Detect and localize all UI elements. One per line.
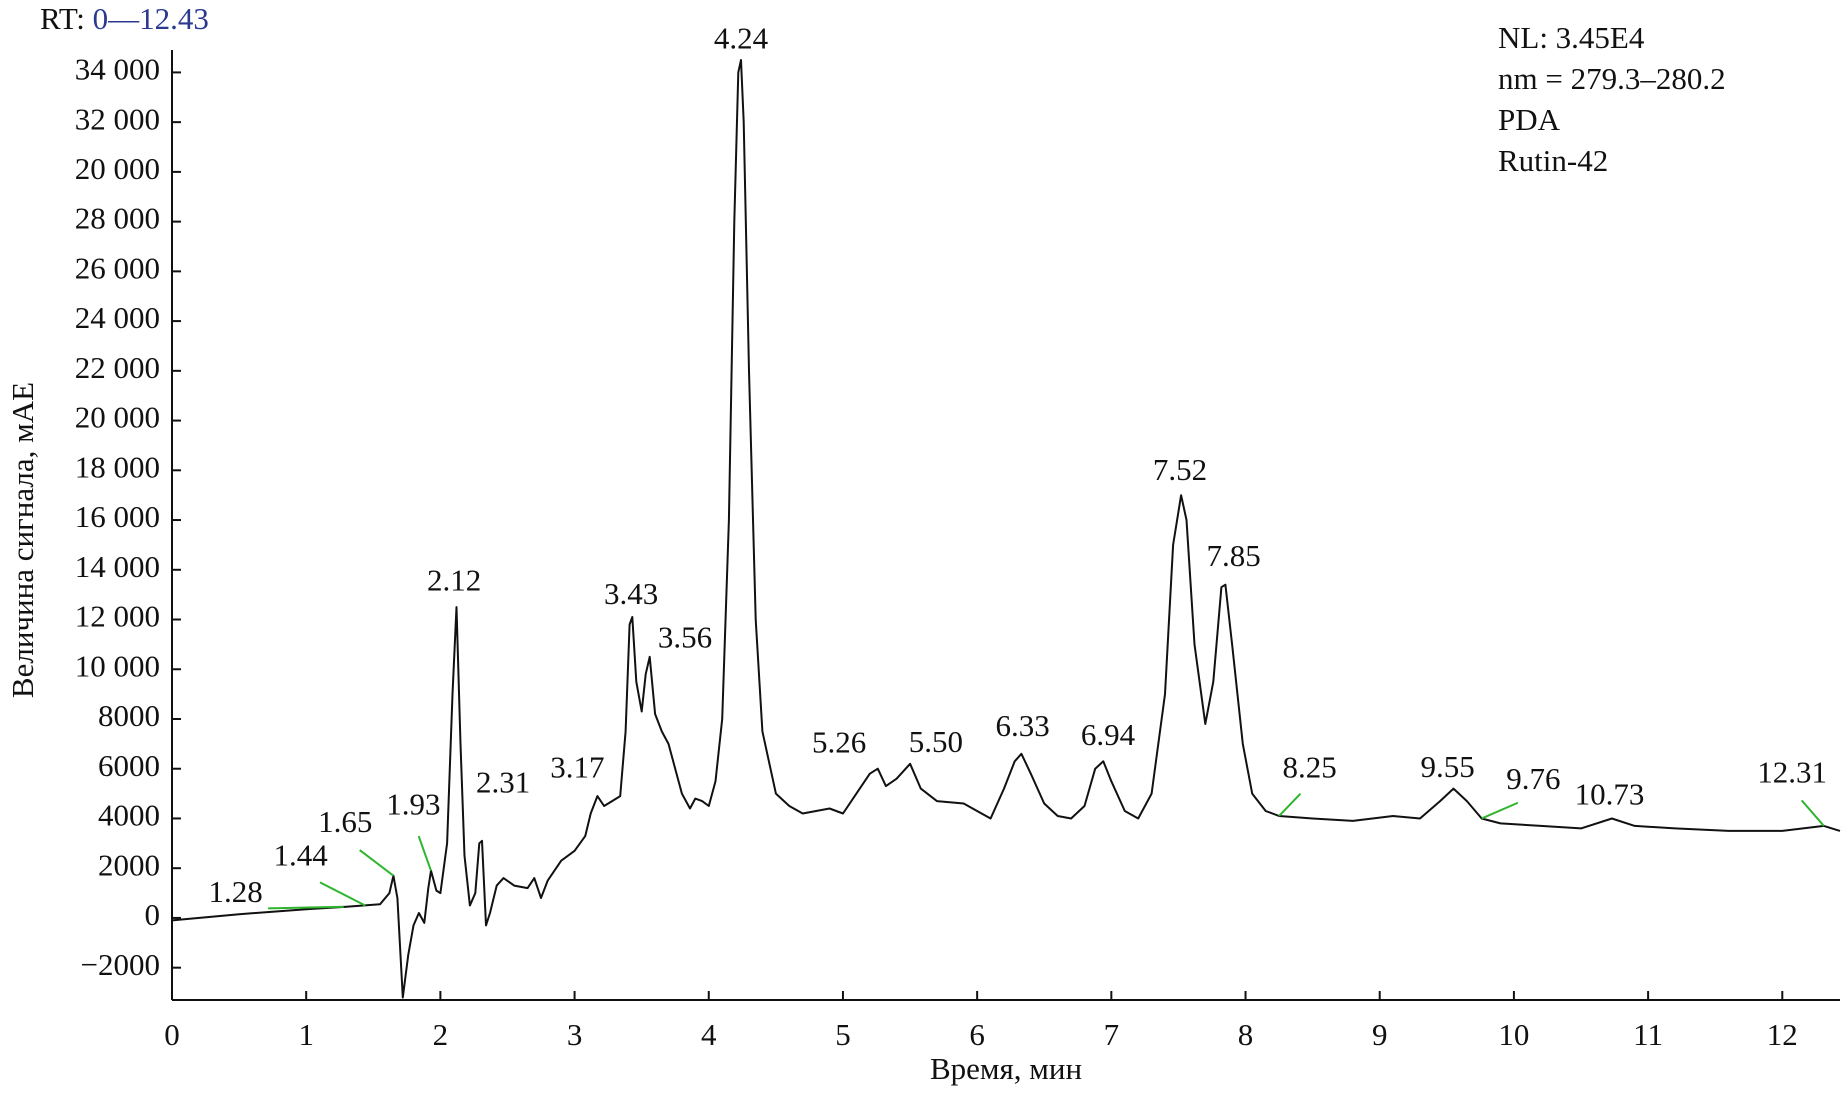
x-tick-label: 0 bbox=[164, 1017, 180, 1052]
x-tick-label: 11 bbox=[1633, 1017, 1663, 1052]
y-tick-label: −2000 bbox=[81, 947, 160, 982]
y-tick-label: 26 000 bbox=[75, 250, 160, 285]
peak-label: 9.76 bbox=[1506, 761, 1560, 796]
annotation-leader bbox=[268, 905, 344, 910]
annotation-leader bbox=[417, 835, 432, 872]
rt-label: RT: bbox=[40, 1, 85, 36]
peak-label: 6.94 bbox=[1081, 717, 1136, 752]
trace bbox=[171, 59, 1841, 999]
annotation-leader bbox=[1481, 801, 1519, 820]
peak-label: 9.55 bbox=[1421, 749, 1475, 784]
peak-label: 1.65 bbox=[318, 804, 372, 839]
peak-label: 7.52 bbox=[1153, 452, 1207, 487]
annotation-leader bbox=[1278, 793, 1302, 817]
x-tick-label: 6 bbox=[969, 1017, 985, 1052]
peak-label: 7.85 bbox=[1207, 538, 1261, 573]
peak-label: 6.33 bbox=[995, 708, 1049, 743]
info-line: nm = 279.3–280.2 bbox=[1498, 61, 1726, 96]
x-tick-label: 5 bbox=[835, 1017, 851, 1052]
y-tick-label: 12 000 bbox=[75, 599, 160, 634]
y-tick-label: 4000 bbox=[98, 798, 160, 833]
peak-label: 5.26 bbox=[812, 724, 866, 759]
annotation-leader bbox=[319, 881, 366, 907]
y-tick-label: 8000 bbox=[98, 698, 160, 733]
x-tick-label: 8 bbox=[1238, 1017, 1254, 1052]
x-tick-label: 4 bbox=[701, 1017, 717, 1052]
x-tick-label: 3 bbox=[567, 1017, 583, 1052]
y-tick-label: 2000 bbox=[98, 847, 160, 882]
x-tick-label: 1 bbox=[298, 1017, 314, 1052]
y-axis-label: Величина сигнала, мАЕ bbox=[5, 382, 40, 698]
y-tick-label: 18 000 bbox=[75, 449, 160, 484]
x-tick-label: 10 bbox=[1498, 1017, 1529, 1052]
y-tick-label: 22 000 bbox=[75, 350, 160, 385]
x-tick-label: 7 bbox=[1104, 1017, 1120, 1052]
annotation-leader bbox=[359, 849, 395, 877]
peak-label: 10.73 bbox=[1575, 776, 1645, 811]
x-tick-label: 2 bbox=[433, 1017, 449, 1052]
peak-label: 3.43 bbox=[604, 576, 658, 611]
peak-label: 3.56 bbox=[658, 619, 712, 654]
y-tick-label: 0 bbox=[145, 897, 161, 932]
info-line: NL: 3.45E4 bbox=[1498, 20, 1645, 55]
y-tick-label: 20 000 bbox=[75, 151, 160, 186]
peak-label: 12.31 bbox=[1757, 755, 1827, 790]
y-tick-label: 10 000 bbox=[75, 648, 160, 683]
y-tick-label: 34 000 bbox=[75, 52, 160, 87]
peak-label: 2.31 bbox=[476, 765, 530, 800]
peak-label: 5.50 bbox=[909, 724, 963, 759]
peak-label: 1.44 bbox=[273, 838, 328, 873]
x-axis-label: Время, мин bbox=[930, 1051, 1082, 1086]
peak-label: 3.17 bbox=[550, 749, 604, 784]
info-line: Rutin-42 bbox=[1498, 143, 1608, 178]
y-tick-label: 14 000 bbox=[75, 549, 160, 584]
peak-label: 2.12 bbox=[427, 563, 481, 598]
y-tick-label: 24 000 bbox=[75, 300, 160, 335]
y-tick-label: 32 000 bbox=[75, 101, 160, 136]
peak-label: 1.93 bbox=[386, 786, 440, 821]
x-tick-label: 12 bbox=[1767, 1017, 1798, 1052]
y-tick-label: 16 000 bbox=[75, 499, 160, 534]
y-tick-label: 20 000 bbox=[75, 400, 160, 435]
peak-label: 8.25 bbox=[1283, 749, 1337, 784]
y-tick-label: 6000 bbox=[98, 748, 160, 783]
annotation-leader bbox=[1800, 799, 1825, 827]
y-tick-label: 28 000 bbox=[75, 201, 160, 236]
x-tick-label: 9 bbox=[1372, 1017, 1388, 1052]
rt-header: RT: 0—12.43 bbox=[40, 1, 209, 36]
peak-label: 1.28 bbox=[209, 874, 263, 909]
rt-range: 0—12.43 bbox=[93, 1, 209, 36]
info-line: PDA bbox=[1498, 102, 1561, 137]
peak-label: 4.24 bbox=[714, 20, 769, 55]
